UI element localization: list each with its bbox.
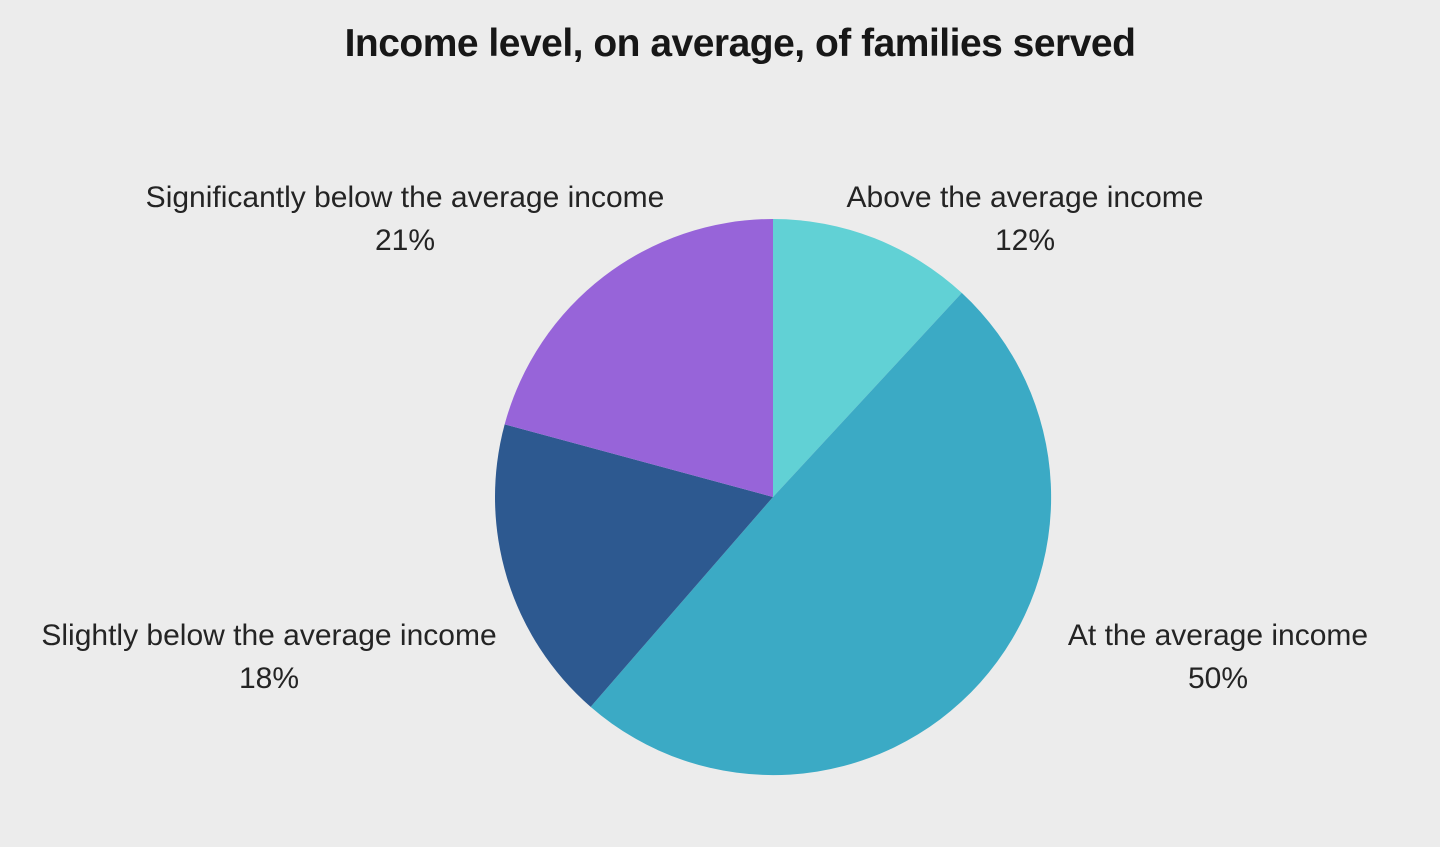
slice-label-value: 21%	[374, 224, 436, 257]
pie-slice-slightly-below-the-average-income	[494, 424, 773, 707]
slice-label-value: 50%	[1187, 662, 1249, 695]
slice-label-at-average: At the average income 50%	[1068, 614, 1368, 700]
slice-label-significantly-below-average: Significantly below the average income 2…	[146, 176, 665, 262]
slice-label-text: Slightly below the average income	[41, 619, 497, 652]
slice-label-text: Above the average income	[846, 181, 1204, 214]
slice-label-above-average: Above the average income 12%	[847, 176, 1204, 262]
slice-label-slightly-below-average: Slightly below the average income 18%	[41, 614, 496, 700]
slice-label-value: 18%	[238, 662, 300, 695]
chart-title: Income level, on average, of families se…	[344, 22, 1136, 65]
slice-label-value: 12%	[994, 224, 1056, 257]
slice-label-text: At the average income	[1067, 619, 1369, 652]
pie-slice-at-the-average-income	[590, 292, 1052, 776]
pie-slice-significantly-below-the-average-income	[504, 219, 773, 497]
pie-chart	[494, 219, 1052, 776]
slice-label-text: Significantly below the average income	[145, 181, 665, 214]
pie-slice-above-the-average-income	[773, 219, 962, 497]
pie-chart-container	[493, 217, 1053, 777]
